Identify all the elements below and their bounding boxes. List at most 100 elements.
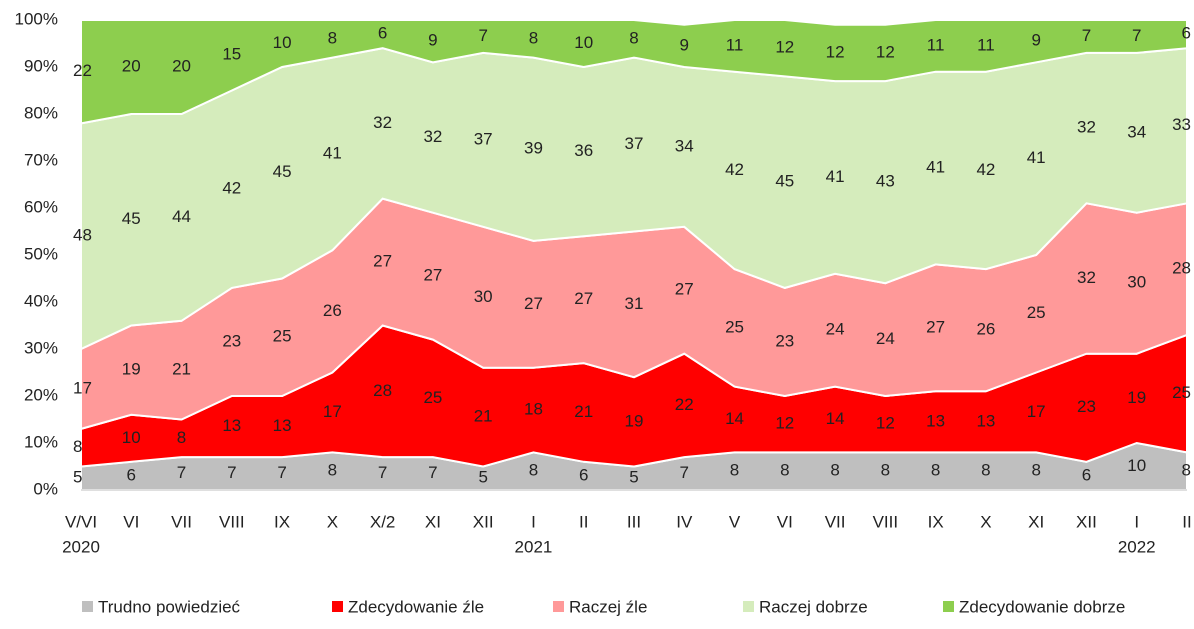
data-label: 13 — [976, 411, 995, 430]
data-label: 8 — [73, 437, 82, 456]
data-label: 25 — [725, 317, 744, 336]
data-label: 5 — [73, 468, 82, 487]
data-label: 8 — [529, 461, 538, 480]
data-label: 14 — [725, 409, 744, 428]
area — [80, 19, 1188, 125]
x-year-label: 2020 — [62, 537, 100, 556]
data-label: 12 — [876, 42, 895, 61]
data-label: 25 — [273, 327, 292, 346]
x-tick-label: VII — [825, 512, 846, 531]
data-label: 19 — [625, 411, 644, 430]
legend-label: Trudno powiedzieć — [98, 597, 241, 616]
data-label: 8 — [328, 461, 337, 480]
data-label: 24 — [826, 320, 845, 339]
x-tick-label: I — [531, 512, 536, 531]
data-label: 8 — [881, 461, 890, 480]
data-label: 13 — [222, 416, 241, 435]
y-tick-label: 70% — [24, 150, 58, 169]
data-label: 28 — [1172, 259, 1191, 278]
x-tick-label: X/2 — [370, 512, 396, 531]
y-tick-label: 50% — [24, 244, 58, 263]
x-tick-label: V — [729, 512, 741, 531]
data-label: 8 — [830, 461, 839, 480]
legend-swatch — [743, 601, 754, 612]
data-label: 10 — [574, 33, 593, 52]
data-label: 9 — [680, 35, 689, 54]
data-label: 22 — [73, 61, 92, 80]
x-tick-label: III — [627, 512, 641, 531]
data-label: 9 — [1031, 31, 1040, 50]
data-label: 6 — [1182, 24, 1191, 43]
data-label: 39 — [524, 139, 543, 158]
data-label: 17 — [323, 402, 342, 421]
x-tick-label: XI — [1028, 512, 1044, 531]
data-label: 12 — [876, 414, 895, 433]
data-label: 17 — [73, 378, 92, 397]
data-label: 26 — [323, 301, 342, 320]
data-label: 45 — [122, 209, 141, 228]
data-label: 7 — [428, 463, 437, 482]
data-label: 11 — [927, 35, 945, 54]
data-label: 23 — [222, 331, 241, 350]
data-label: 6 — [378, 24, 387, 43]
data-label: 27 — [524, 294, 543, 313]
data-label: 41 — [1027, 148, 1046, 167]
legend-label: Raczej dobrze — [759, 597, 868, 616]
data-label: 32 — [1077, 118, 1096, 137]
data-label: 20 — [122, 56, 141, 75]
data-label: 43 — [876, 172, 895, 191]
legend-swatch — [943, 601, 954, 612]
legend-swatch — [82, 601, 93, 612]
x-tick-label: X — [327, 512, 338, 531]
data-label: 5 — [478, 468, 487, 487]
y-tick-label: 80% — [24, 103, 58, 122]
data-label: 33 — [1172, 115, 1191, 134]
x-tick-label: IV — [676, 512, 693, 531]
data-label: 42 — [976, 160, 995, 179]
data-label: 27 — [423, 266, 442, 285]
data-label: 13 — [926, 411, 945, 430]
data-label: 19 — [1127, 388, 1146, 407]
data-label: 8 — [177, 428, 186, 447]
data-label: 7 — [478, 26, 487, 45]
data-label: 12 — [775, 414, 794, 433]
data-label: 18 — [524, 400, 543, 419]
data-label: 7 — [177, 463, 186, 482]
data-label: 14 — [826, 409, 845, 428]
y-tick-label: 40% — [24, 291, 58, 310]
x-tick-label: VI — [123, 512, 139, 531]
data-label: 5 — [629, 468, 638, 487]
y-tick-label: 30% — [24, 338, 58, 357]
data-label: 8 — [780, 461, 789, 480]
data-label: 37 — [625, 134, 644, 153]
data-label: 7 — [227, 463, 236, 482]
y-tick-label: 60% — [24, 197, 58, 216]
data-label: 30 — [474, 287, 493, 306]
data-label: 7 — [378, 463, 387, 482]
data-label: 42 — [725, 160, 744, 179]
x-tick-label: IX — [274, 512, 290, 531]
data-label: 8 — [1182, 461, 1191, 480]
data-label: 34 — [675, 136, 694, 155]
data-label: 41 — [826, 167, 845, 186]
data-label: 8 — [981, 461, 990, 480]
legend-label: Zdecydowanie dobrze — [959, 597, 1125, 616]
data-label: 17 — [1027, 402, 1046, 421]
y-tick-label: 10% — [24, 432, 58, 451]
data-label: 6 — [1082, 465, 1091, 484]
x-year-label: 2022 — [1118, 537, 1156, 556]
data-label: 25 — [423, 388, 442, 407]
data-label: 45 — [273, 162, 292, 181]
data-label: 37 — [474, 129, 493, 148]
data-label: 21 — [574, 402, 593, 421]
data-label: 27 — [574, 289, 593, 308]
x-tick-label: VI — [777, 512, 793, 531]
x-tick-label: XII — [1076, 512, 1097, 531]
data-label: 28 — [373, 381, 392, 400]
data-label: 32 — [1077, 268, 1096, 287]
data-label: 41 — [926, 158, 945, 177]
data-label: 41 — [323, 143, 342, 162]
legend-label: Raczej źle — [569, 597, 647, 616]
data-label: 27 — [926, 317, 945, 336]
